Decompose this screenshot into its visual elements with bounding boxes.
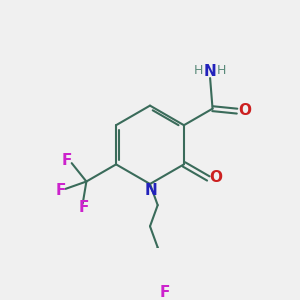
Text: H: H — [194, 64, 203, 77]
Text: O: O — [238, 103, 251, 118]
Text: H: H — [217, 64, 226, 77]
Text: F: F — [159, 285, 170, 300]
Text: N: N — [145, 183, 158, 198]
Text: F: F — [62, 153, 73, 168]
Text: O: O — [210, 170, 223, 185]
Text: F: F — [56, 183, 66, 198]
Text: F: F — [79, 200, 89, 215]
Text: N: N — [204, 64, 217, 79]
